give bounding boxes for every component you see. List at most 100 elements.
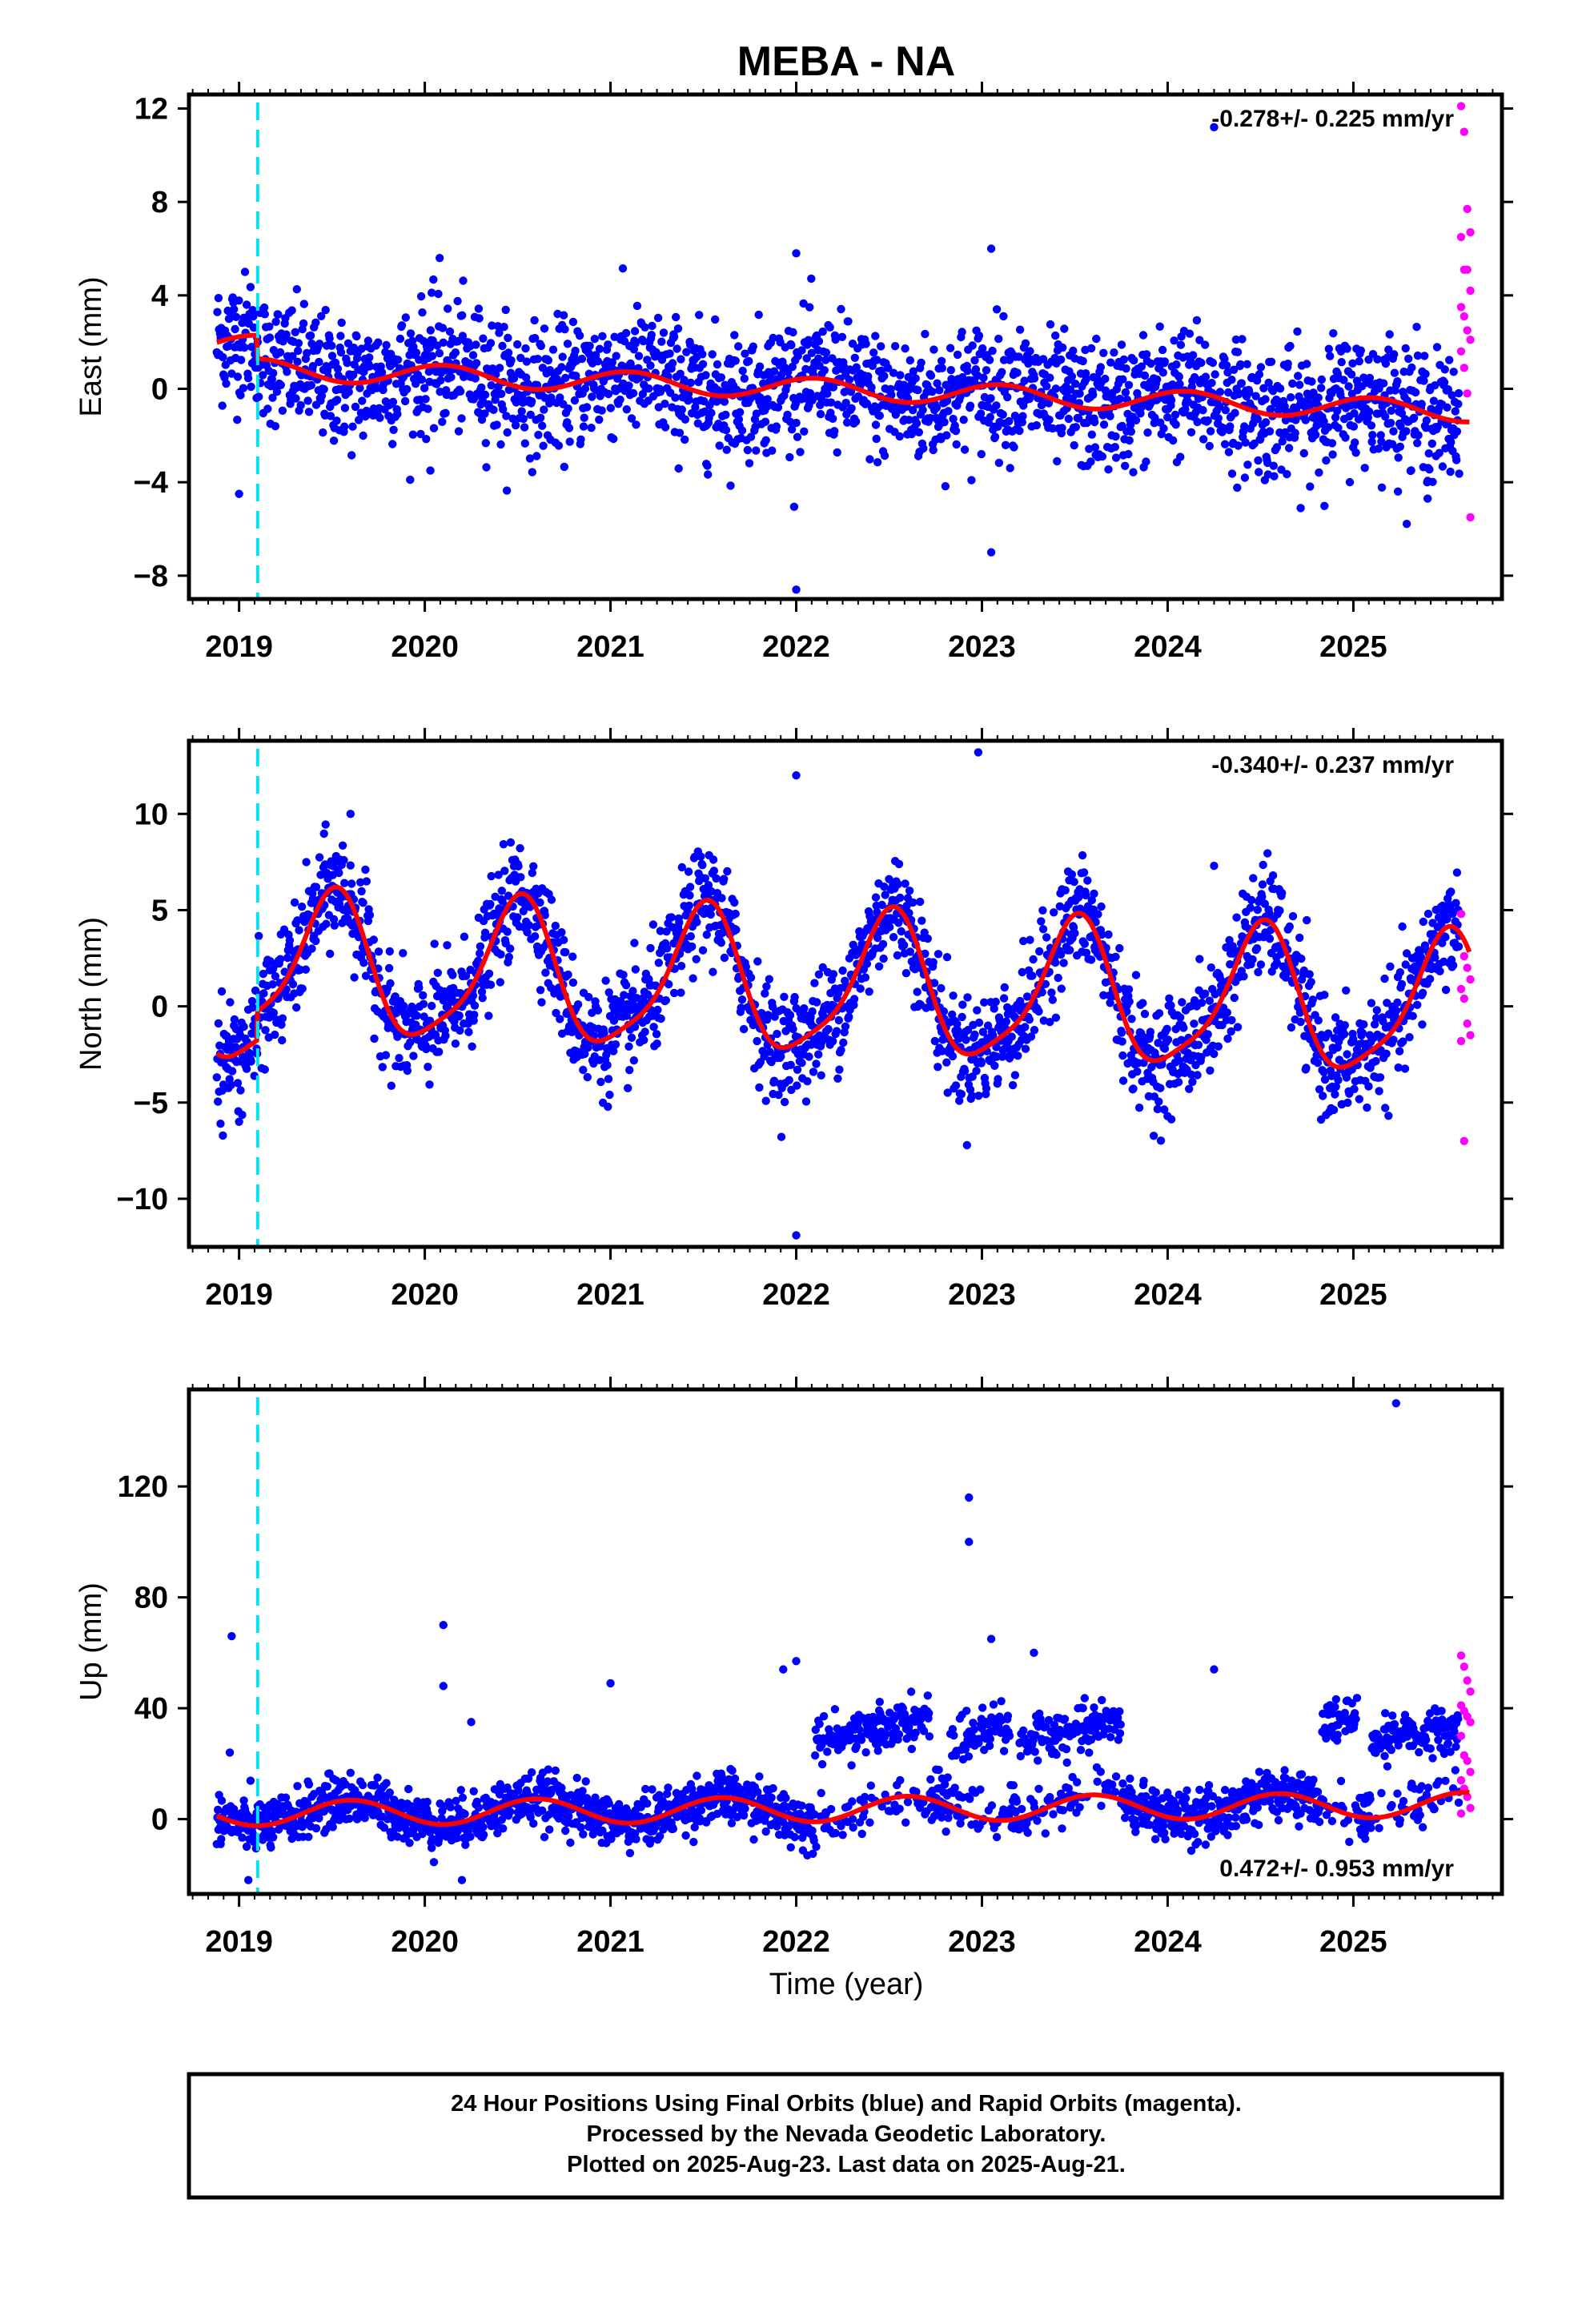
- final-orbit-point: [761, 436, 770, 444]
- final-orbit-point: [564, 970, 572, 979]
- final-orbit-point: [953, 350, 962, 360]
- final-orbit-point: [1312, 1051, 1321, 1059]
- final-orbit-point: [218, 401, 227, 410]
- final-orbit-point: [417, 375, 426, 384]
- y-tick-label: −8: [134, 560, 168, 593]
- x-tick-label: 2020: [391, 630, 459, 664]
- final-orbit-point: [897, 927, 905, 936]
- final-orbit-point: [278, 1035, 287, 1045]
- final-orbit-point: [393, 409, 402, 419]
- final-orbit-point: [1347, 1065, 1357, 1074]
- final-orbit-point: [1078, 356, 1087, 366]
- final-orbit-point: [865, 455, 874, 464]
- final-orbit-point: [504, 891, 513, 900]
- final-orbit-point: [1391, 1006, 1401, 1015]
- final-orbit-point: [916, 897, 925, 907]
- final-orbit-point: [384, 963, 394, 973]
- final-orbit-point: [237, 356, 246, 364]
- final-orbit-point: [810, 979, 819, 987]
- final-orbit-point: [851, 417, 861, 426]
- final-orbit-point: [403, 1066, 412, 1076]
- final-orbit-point: [435, 253, 444, 263]
- final-orbit-point: [674, 464, 683, 473]
- final-orbit-point: [1278, 437, 1287, 446]
- final-orbit-point: [420, 384, 429, 392]
- final-orbit-point: [271, 1030, 279, 1039]
- final-orbit-point: [901, 879, 909, 888]
- final-orbit-point: [805, 303, 814, 312]
- final-orbit-point: [819, 1011, 828, 1020]
- final-orbit-point: [1393, 487, 1403, 496]
- final-orbit-point: [982, 1084, 991, 1093]
- final-orbit-point: [296, 400, 305, 410]
- final-orbit-point: [1350, 409, 1359, 418]
- final-orbit-point: [711, 315, 720, 324]
- final-orbit-point: [388, 397, 398, 407]
- final-orbit-point: [644, 384, 653, 393]
- final-orbit-point: [788, 362, 797, 372]
- final-orbit-point: [991, 997, 1000, 1007]
- final-orbit-point: [1195, 336, 1204, 344]
- final-orbit-point: [1419, 376, 1428, 385]
- final-orbit-point: [1337, 358, 1346, 367]
- final-orbit-point: [227, 1067, 237, 1076]
- final-orbit-point: [675, 428, 685, 437]
- final-orbit-point: [1098, 930, 1106, 939]
- final-orbit-point: [967, 1092, 977, 1100]
- final-orbit-point: [1365, 407, 1374, 416]
- final-orbit-point: [1258, 892, 1267, 902]
- data-points: [212, 748, 1475, 1240]
- final-orbit-point: [1156, 1136, 1166, 1145]
- final-orbit-point: [668, 359, 677, 368]
- final-orbit-point: [443, 941, 452, 950]
- final-orbit-point: [880, 451, 889, 460]
- final-orbit-point: [754, 310, 763, 320]
- final-orbit-point: [556, 1015, 564, 1023]
- final-orbit-point: [526, 410, 535, 420]
- final-orbit-point: [422, 1044, 431, 1054]
- final-orbit-point: [970, 1030, 979, 1039]
- final-orbit-point: [913, 987, 921, 996]
- final-orbit-point: [1454, 388, 1464, 398]
- final-orbit-point: [236, 1086, 245, 1095]
- final-orbit-point: [301, 965, 311, 974]
- final-orbit-point: [773, 1029, 781, 1039]
- final-orbit-point: [294, 346, 303, 356]
- final-orbit-point: [671, 393, 680, 402]
- final-orbit-point: [1413, 351, 1423, 360]
- x-tick-label: 2025: [1319, 630, 1387, 664]
- final-orbit-point: [869, 348, 878, 357]
- final-orbit-point: [272, 387, 282, 396]
- final-orbit-point: [1155, 322, 1164, 331]
- final-orbit-point: [818, 327, 827, 336]
- final-orbit-point: [1154, 1097, 1163, 1106]
- final-orbit-point: [484, 969, 494, 979]
- final-orbit-point: [717, 939, 725, 947]
- rapid-orbit-point: [1466, 286, 1475, 296]
- final-orbit-point: [559, 935, 568, 944]
- final-orbit-point: [741, 349, 749, 358]
- final-orbit-point: [739, 1024, 749, 1034]
- final-orbit-point: [1288, 911, 1298, 921]
- final-orbit-point: [948, 1051, 958, 1061]
- final-orbit-point: [1347, 370, 1356, 379]
- final-orbit-point: [998, 1052, 1007, 1061]
- final-orbit-point: [1166, 1115, 1176, 1124]
- final-orbit-point: [731, 356, 740, 365]
- final-orbit-point: [1308, 995, 1318, 1004]
- final-orbit-point: [382, 340, 391, 350]
- final-orbit-point: [767, 1058, 776, 1067]
- final-orbit-point: [1306, 482, 1315, 491]
- final-orbit-point: [808, 1007, 817, 1016]
- final-orbit-point: [434, 289, 443, 299]
- final-orbit-point: [1005, 356, 1014, 364]
- final-orbit-point: [654, 403, 663, 412]
- final-orbit-point: [1441, 933, 1450, 942]
- final-orbit-point: [300, 918, 309, 927]
- final-orbit-point: [746, 973, 756, 983]
- final-orbit-point: [1413, 439, 1422, 448]
- final-orbit-point: [955, 1096, 964, 1105]
- final-orbit-point: [540, 405, 548, 414]
- final-orbit-point: [265, 333, 275, 342]
- final-orbit-point: [1305, 970, 1314, 979]
